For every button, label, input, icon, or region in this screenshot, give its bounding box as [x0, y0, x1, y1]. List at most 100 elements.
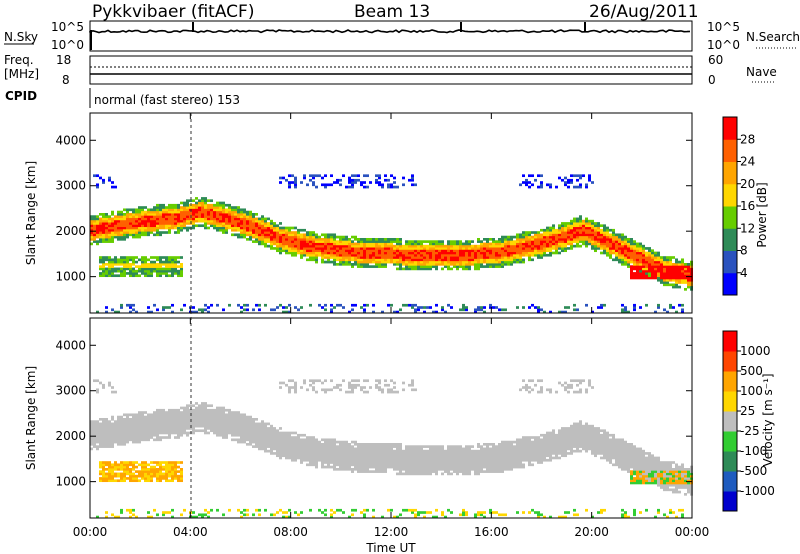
velocity-cell: [213, 413, 216, 417]
power-cell: [402, 258, 405, 262]
power-cell: [129, 217, 132, 221]
power-cell: [537, 253, 540, 257]
power-cell: [387, 238, 390, 241]
velocity-cell: [288, 433, 291, 437]
velocity-cell: [291, 440, 294, 444]
power-cell: [381, 310, 384, 314]
velocity-cell: [222, 408, 225, 412]
velocity-cell: [132, 465, 135, 469]
power-cell: [306, 258, 309, 262]
power-cell: [147, 267, 150, 271]
power-cell: [657, 269, 660, 273]
velocity-cell: [267, 431, 270, 435]
power-cell: [138, 228, 141, 232]
velocity-cell: [375, 456, 378, 460]
velocity-cell: [441, 452, 444, 455]
power-cell: [162, 203, 165, 207]
power-cell: [279, 235, 282, 239]
power-cell: [390, 240, 393, 243]
velocity-cell: [285, 431, 288, 435]
power-cell: [414, 251, 417, 255]
power-cell: [123, 269, 126, 273]
velocity-cell: [333, 468, 336, 471]
power-cell: [192, 310, 195, 314]
power-cell: [375, 244, 378, 248]
velocity-cell: [396, 463, 399, 467]
power-cell: [222, 222, 225, 225]
power-cell: [462, 249, 465, 253]
power-cell: [639, 242, 642, 246]
power-cell: [99, 213, 102, 216]
velocity-cell: [231, 411, 234, 414]
velocity-cell: [222, 513, 225, 517]
power-cell: [300, 247, 303, 250]
power-cell: [144, 226, 147, 230]
velocity-cell: [114, 433, 117, 437]
power-cell: [348, 185, 351, 189]
power-cell: [549, 251, 552, 255]
power-cell: [651, 253, 654, 257]
power-cell: [129, 263, 132, 266]
power-cell: [474, 263, 477, 266]
velocity-cell: [207, 415, 210, 419]
power-cell: [180, 228, 183, 232]
power-cell: [309, 238, 312, 241]
power-cell: [630, 240, 633, 243]
velocity-cell: [312, 449, 315, 453]
velocity-cell: [153, 415, 156, 419]
power-cell: [582, 233, 585, 237]
velocity-cell: [273, 440, 276, 444]
velocity-cell: [144, 477, 147, 480]
power-cell: [645, 276, 648, 280]
power-cell: [570, 181, 573, 184]
power-cell: [303, 249, 306, 253]
power-cell: [138, 222, 141, 225]
power-cell: [168, 269, 171, 273]
power-cell: [501, 253, 504, 257]
power-cell: [393, 238, 396, 241]
power-cell: [480, 253, 483, 257]
power-cell: [627, 238, 630, 241]
power-cell: [147, 272, 150, 275]
power-cell: [105, 226, 108, 230]
velocity-cell: [366, 508, 369, 512]
power-cell: [333, 251, 336, 255]
power-cell: [102, 272, 105, 275]
power-cell: [678, 276, 681, 280]
power-cell: [312, 176, 315, 180]
velocity-cell: [306, 449, 309, 453]
velocity-cell: [162, 474, 165, 478]
power-cell: [183, 222, 186, 225]
power-cell: [540, 253, 543, 257]
power-cell: [435, 247, 438, 250]
power-cell: [282, 306, 285, 309]
velocity-cell: [228, 422, 231, 426]
power-cell: [114, 260, 117, 264]
power-cell: [159, 265, 162, 268]
power-cell: [378, 183, 381, 187]
velocity-cell: [402, 452, 405, 455]
power-cell: [279, 226, 282, 230]
velocity-cell: [135, 440, 138, 444]
power-cell: [450, 242, 453, 246]
velocity-cell: [96, 422, 99, 426]
power-cell: [357, 256, 360, 259]
velocity-cell: [393, 381, 396, 385]
velocity-cell: [375, 454, 378, 458]
velocity-cell: [156, 422, 159, 426]
power-cell: [570, 231, 573, 234]
velocity-cell: [351, 452, 354, 455]
velocity-cell: [423, 515, 426, 519]
power-cell: [660, 258, 663, 262]
velocity-cell: [408, 468, 411, 471]
power-cell: [132, 263, 135, 266]
velocity-cell: [348, 445, 351, 448]
velocity-cell: [363, 468, 366, 471]
power-cell: [102, 181, 105, 184]
power-cell: [297, 238, 300, 241]
power-cell: [216, 219, 219, 223]
velocity-cell: [366, 463, 369, 467]
power-cell: [219, 213, 222, 216]
power-cell: [135, 265, 138, 268]
power-cell: [261, 242, 264, 246]
